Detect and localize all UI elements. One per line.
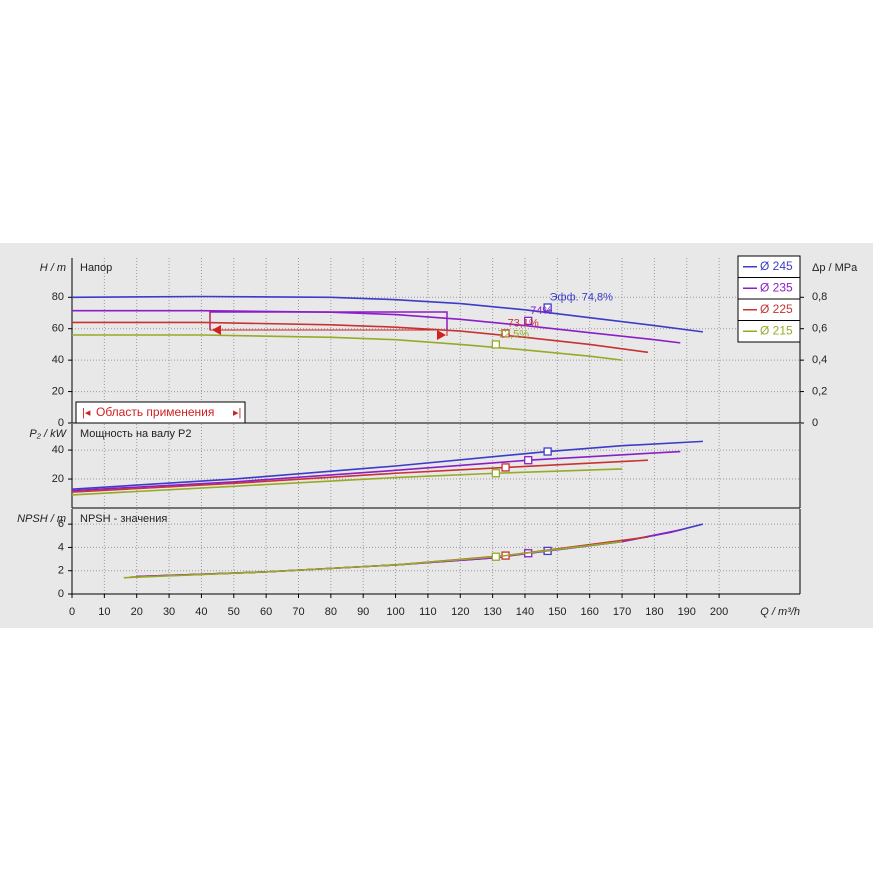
x-tick-label: 90 — [357, 606, 369, 618]
bep-marker — [524, 316, 533, 326]
x-tick-label: 160 — [581, 606, 599, 618]
y-tick-label: 0 — [58, 417, 64, 429]
range-line — [209, 312, 448, 336]
panel-title: Напор — [80, 262, 112, 274]
y-tick-label: 80 — [52, 291, 64, 303]
legend-label: Ø 245 — [760, 259, 793, 273]
panel-title: NPSH - значения — [80, 513, 167, 525]
bep-label: 73,1% — [508, 317, 539, 329]
legend-label: Ø 215 — [760, 323, 793, 337]
y2-tick-label: 0,6 — [812, 323, 827, 335]
y-tick-label: 4 — [58, 541, 64, 553]
range-arrow — [212, 325, 221, 335]
bep-marker — [491, 469, 501, 478]
bep-marker — [524, 456, 533, 465]
x-tick-label: 200 — [710, 606, 728, 618]
chart-background — [0, 243, 873, 628]
y2-tick-label: 0,8 — [812, 291, 827, 303]
range-arrow-right: ▸| — [233, 407, 241, 419]
x-tick-label: 40 — [195, 606, 207, 618]
y-tick-label: 6 — [58, 518, 64, 530]
curve — [123, 540, 623, 579]
curve — [72, 321, 649, 354]
y-tick-label: 40 — [52, 444, 64, 456]
x-tick-label: 190 — [678, 606, 696, 618]
curve — [71, 440, 703, 490]
bep-marker — [543, 447, 552, 456]
y2-axis-label: Δp / MPa — [812, 262, 858, 274]
x-tick-label: 80 — [325, 606, 337, 618]
bep-marker — [501, 463, 510, 472]
x-tick-label: 180 — [645, 606, 663, 618]
x-tick-label: 150 — [548, 606, 566, 618]
y-tick-label: 0 — [58, 588, 64, 600]
bep-label: Эфф. 74,8% — [550, 291, 614, 303]
y-tick-label: 2 — [58, 565, 64, 577]
curve — [71, 295, 704, 333]
curve — [72, 309, 681, 344]
range-legend-label: Область применения — [96, 405, 214, 419]
y-tick-label: 60 — [52, 323, 64, 335]
bep-marker — [491, 552, 501, 561]
y2-tick-label: 0 — [812, 417, 818, 429]
y-tick-label: 40 — [52, 354, 64, 366]
legend-label: Ø 225 — [760, 302, 793, 316]
x-tick-label: 20 — [131, 606, 143, 618]
x-tick-label: 50 — [228, 606, 240, 618]
y-axis-label: NPSH / m — [17, 513, 66, 525]
y2-tick-label: 0,2 — [812, 385, 827, 397]
curve — [71, 468, 623, 496]
bep-marker — [501, 329, 510, 338]
x-tick-label: 60 — [260, 606, 272, 618]
curve — [71, 459, 648, 493]
panel-title: Мощность на валу P2 — [80, 428, 192, 440]
bep-label: 74% — [530, 305, 552, 317]
y-axis-label: P₂ / kW — [29, 428, 67, 440]
x-tick-label: 0 — [69, 606, 75, 618]
x-tick-label: 10 — [98, 606, 110, 618]
curve — [71, 450, 681, 492]
bep-label: 72,5% — [498, 328, 529, 340]
y2-tick-label: 0,4 — [812, 354, 827, 366]
y-tick-label: 20 — [52, 385, 64, 397]
legend-label: Ø 235 — [760, 280, 793, 294]
x-tick-label: 130 — [483, 606, 501, 618]
y-tick-label: 20 — [52, 473, 64, 485]
bep-marker — [543, 303, 552, 312]
x-tick-label: 170 — [613, 606, 631, 618]
x-tick-label: 100 — [386, 606, 404, 618]
x-axis-label: Q / m³/h — [760, 606, 800, 618]
curve — [72, 334, 623, 361]
x-tick-label: 30 — [163, 606, 175, 618]
bep-marker — [491, 340, 501, 349]
x-tick-label: 120 — [451, 606, 469, 618]
x-tick-label: 70 — [292, 606, 304, 618]
x-tick-label: 110 — [419, 606, 437, 618]
range-arrow — [437, 330, 446, 340]
x-tick-label: 140 — [516, 606, 534, 618]
range-arrow-left: |◂ — [82, 407, 91, 419]
y-axis-label: H / m — [40, 262, 66, 274]
